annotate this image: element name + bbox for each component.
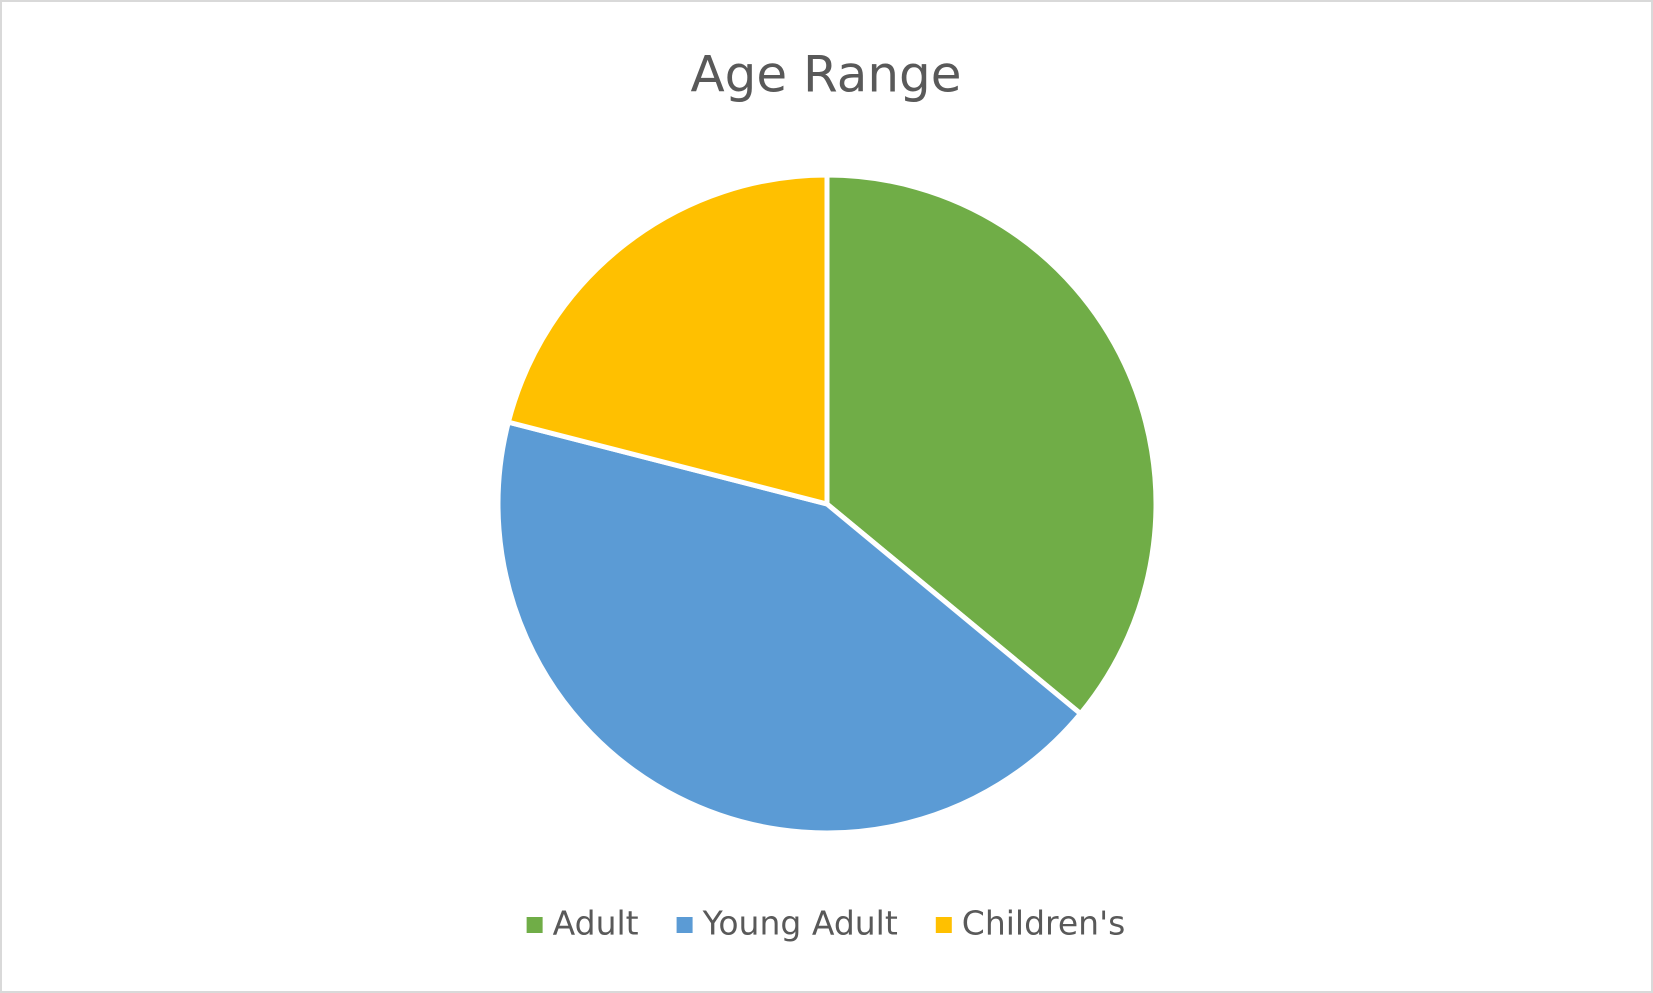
legend-swatch (935, 917, 952, 933)
pie-slice (824, 172, 1159, 717)
legend-swatch (676, 917, 693, 933)
legend-swatch (526, 917, 543, 933)
chart-title: Age Range (690, 46, 961, 104)
legend-label: Young Adult (702, 904, 898, 943)
pie-slice (495, 419, 1083, 836)
legend-label: Children's (962, 904, 1126, 943)
legend-label: Adult (553, 904, 639, 943)
pie-slice (505, 172, 830, 507)
